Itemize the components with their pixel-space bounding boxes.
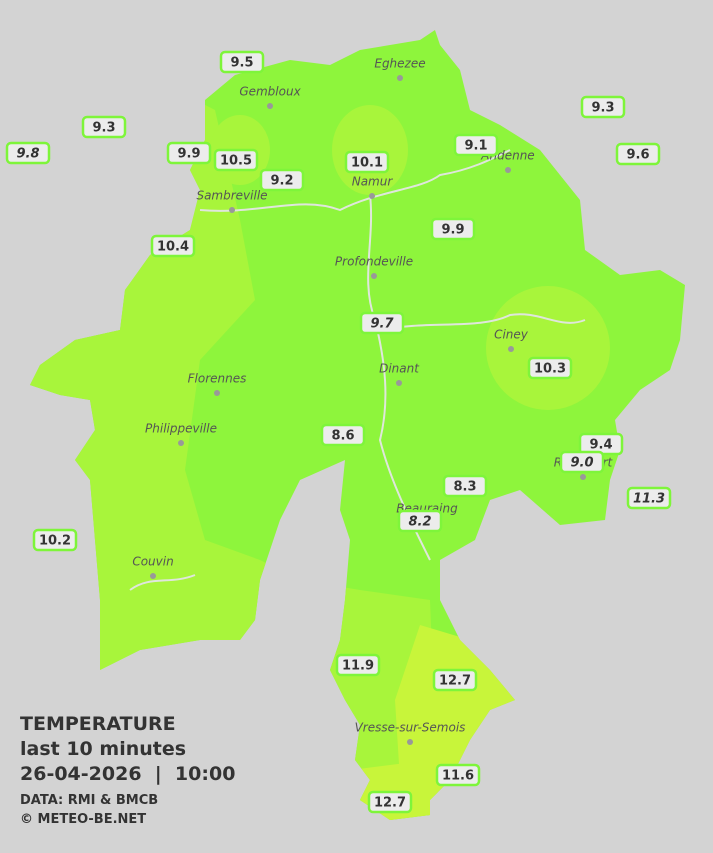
zone-hot: [395, 625, 520, 800]
station-value: 9.0: [570, 456, 593, 471]
station-box: [397, 509, 443, 533]
station-box: [213, 148, 259, 172]
station-box: [580, 95, 626, 119]
station-box: [367, 790, 413, 814]
station-box: [81, 115, 127, 139]
station-value: 9.5: [230, 56, 253, 71]
station-value: 9.6: [626, 148, 649, 163]
station-box: [219, 50, 265, 74]
station-box: [5, 141, 51, 165]
city-dot: [508, 346, 514, 352]
city-label: Namur: [352, 175, 394, 189]
city-dot: [229, 207, 235, 213]
river: [379, 313, 586, 331]
station-value: 9.2: [270, 174, 293, 189]
city-dot: [214, 390, 220, 396]
legend-title: TEMPERATURE: [20, 713, 176, 735]
station-box: [430, 217, 476, 241]
city-label: Sambreville: [196, 189, 267, 203]
station-value: 9.7: [370, 317, 394, 332]
station-box: [359, 311, 405, 335]
city-label: Philippeville: [145, 422, 217, 436]
city-dot: [369, 193, 375, 199]
legend-period: last 10 minutes: [20, 738, 186, 760]
station-box: [559, 450, 605, 474]
city-label: Profondeville: [335, 255, 413, 269]
station-value: 9.8: [16, 147, 39, 162]
station-value: 8.6: [331, 429, 354, 444]
station-box: [32, 528, 78, 552]
city-label: Vresse-sur-Semois: [355, 721, 466, 735]
legend-copyright: © METEO-BE.NET: [20, 812, 146, 827]
city-dot: [178, 440, 184, 446]
river: [129, 574, 196, 591]
station-value: 8.3: [453, 480, 476, 495]
city-label: Dinant: [379, 362, 420, 376]
station-box: [527, 356, 573, 380]
station-box: [320, 423, 366, 447]
station-value: 9.9: [177, 147, 200, 162]
station-value: 9.3: [92, 121, 115, 136]
city-dot: [407, 739, 413, 745]
city-dot: [397, 75, 403, 81]
city-label: Gembloux: [239, 85, 301, 99]
station-box: [453, 133, 499, 157]
zone-warm: [486, 286, 610, 410]
station-value: 9.4: [589, 438, 612, 453]
station-box: [626, 486, 672, 510]
station-value: 10.4: [157, 240, 189, 255]
station-box: [442, 474, 488, 498]
station-value: 10.5: [220, 154, 252, 169]
station-value: 12.7: [374, 796, 406, 811]
station-box: [344, 150, 390, 174]
station-value: 9.1: [464, 139, 487, 154]
station-value: 11.6: [442, 769, 474, 784]
city-label: Florennes: [188, 372, 247, 386]
city-dot: [396, 380, 402, 386]
city-label: Eghezee: [374, 57, 425, 71]
city-label: Couvin: [132, 555, 173, 569]
station-value: 12.7: [439, 674, 471, 689]
station-box: [432, 668, 478, 692]
city-dot: [150, 573, 156, 579]
station-value: 9.3: [591, 101, 614, 116]
station-box: [335, 653, 381, 677]
station-value: 10.3: [534, 362, 566, 377]
station-value: 11.3: [633, 492, 665, 507]
station-value: 8.2: [408, 515, 431, 530]
legend-datetime: 26-04-2026 | 10:00: [20, 763, 235, 785]
station-box: [615, 142, 661, 166]
city-dot: [267, 103, 273, 109]
station-box: [166, 141, 212, 165]
city-dot: [371, 273, 377, 279]
city-label: Ciney: [494, 328, 529, 342]
station-value: 11.9: [342, 659, 374, 674]
station-value: 10.2: [39, 534, 71, 549]
city-dot: [580, 474, 586, 480]
station-box: [435, 763, 481, 787]
station-box: [259, 168, 305, 192]
station-value: 9.9: [441, 223, 464, 238]
city-dot: [505, 167, 511, 173]
station-box: [150, 234, 196, 258]
river: [199, 149, 511, 212]
river: [367, 194, 431, 561]
legend-source: DATA: RMI & BMCB: [20, 793, 158, 808]
station-value: 10.1: [351, 156, 383, 171]
